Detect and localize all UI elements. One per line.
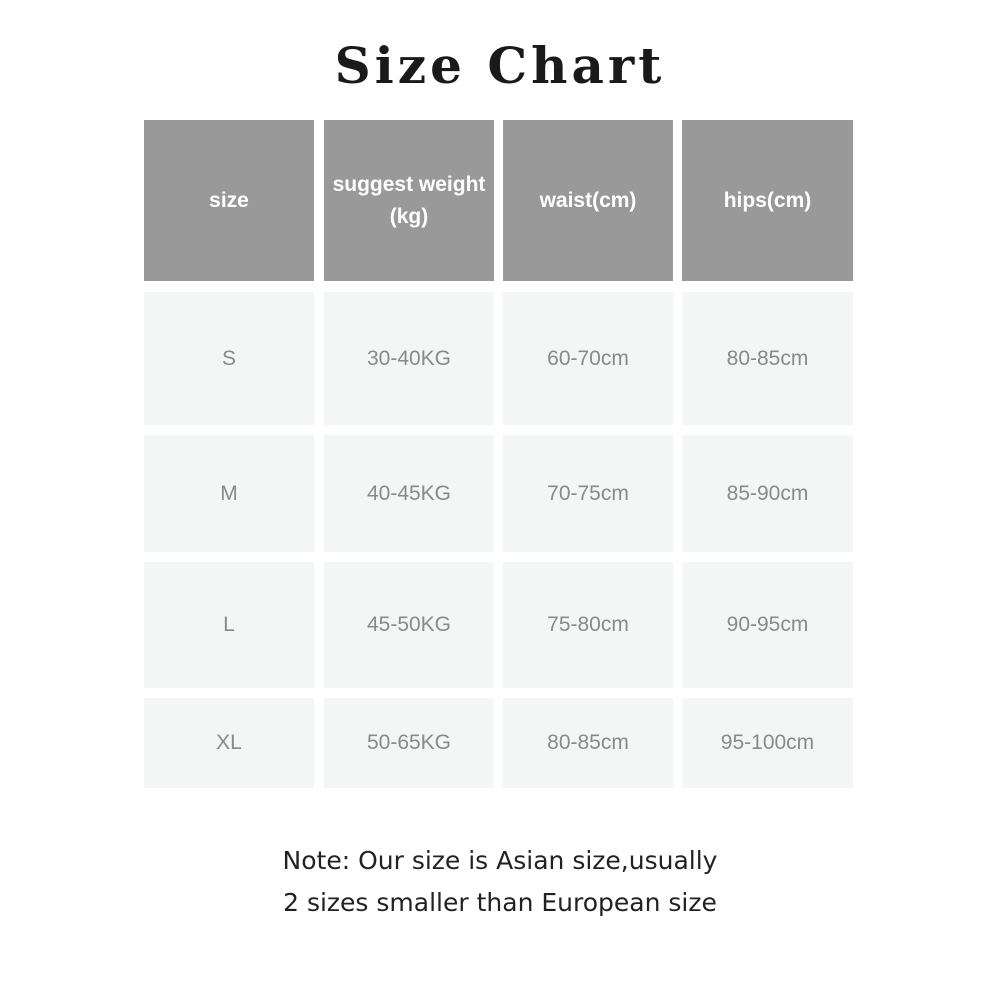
table-cell: 85-90cm [682,435,853,552]
header-hips: hips(cm) [682,120,853,281]
header-waist: waist(cm) [503,120,673,281]
note-line-2: 2 sizes smaller than European size [283,888,717,917]
table-cell: 45-50KG [324,562,494,688]
table-cell: 90-95cm [682,562,853,688]
table-cell: 75-80cm [503,562,673,688]
note-line-1: Note: Our size is Asian size,usually [282,846,718,875]
header-weight: suggest weight (kg) [324,120,494,281]
table-cell: L [144,562,314,688]
header-size: size [144,120,314,281]
size-note: Note: Our size is Asian size,usually 2 s… [0,840,1000,924]
table-cell: 40-45KG [324,435,494,552]
table-cell: 95-100cm [682,698,853,788]
table-cell: 70-75cm [503,435,673,552]
table-cell: M [144,435,314,552]
table-cell: 30-40KG [324,292,494,425]
table-cell: S [144,292,314,425]
table-cell: 60-70cm [503,292,673,425]
table-cell: 80-85cm [682,292,853,425]
table-cell: XL [144,698,314,788]
page-title: Size Chart [334,36,666,95]
table-cell: 80-85cm [503,698,673,788]
table-cell: 50-65KG [324,698,494,788]
